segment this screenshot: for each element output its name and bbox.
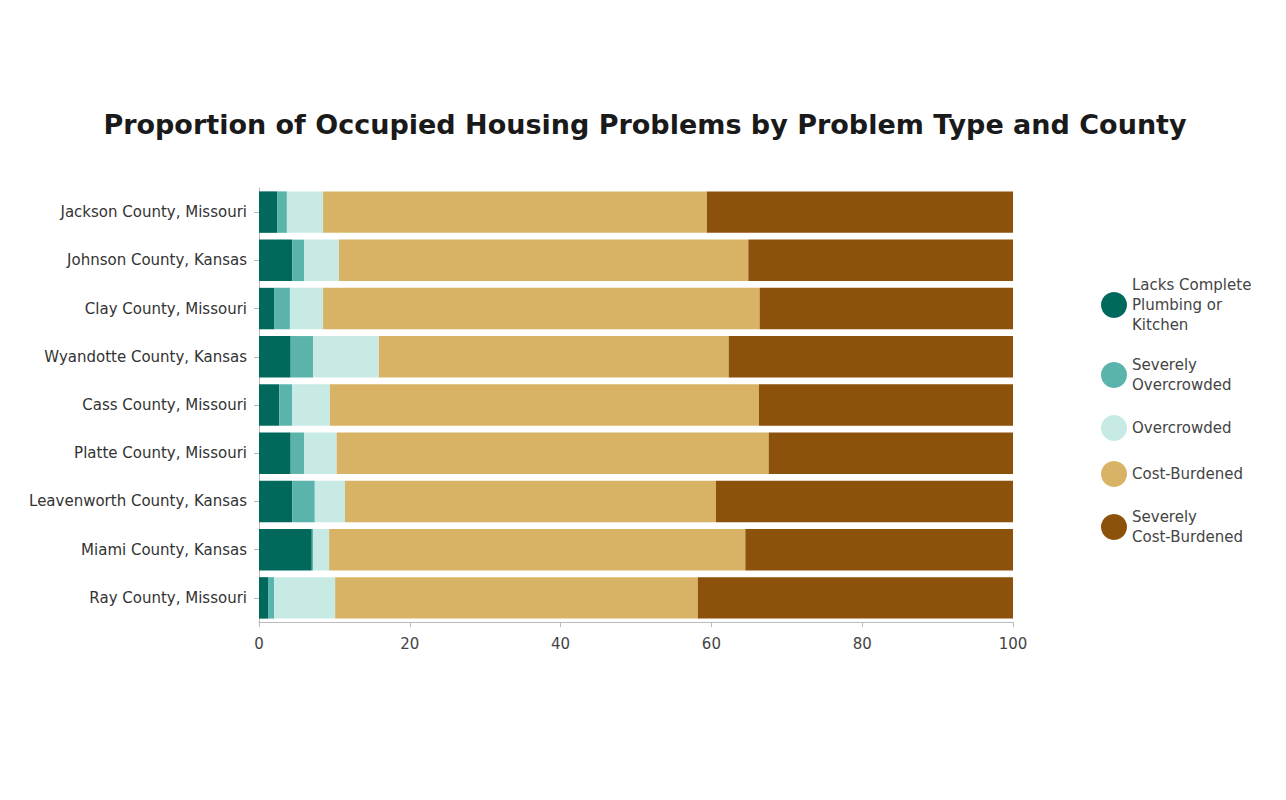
svg-text:Lacks Complete: Lacks Complete bbox=[1132, 276, 1256, 294]
svg-text:0: 0 bbox=[254, 635, 264, 653]
svg-text:Johnson County, Kansas: Johnson County, Kansas bbox=[66, 251, 247, 269]
svg-text:Overcrowded: Overcrowded bbox=[1132, 419, 1232, 437]
svg-text:Leavenworth County, Kansas: Leavenworth County, Kansas bbox=[29, 492, 247, 510]
svg-text:Severely: Severely bbox=[1132, 508, 1202, 526]
svg-text:20: 20 bbox=[400, 635, 419, 653]
svg-text:Severely: Severely bbox=[1132, 356, 1202, 374]
svg-text:Overcrowded: Overcrowded bbox=[1132, 376, 1232, 394]
svg-text:Kitchen: Kitchen bbox=[1132, 316, 1188, 334]
svg-text:Clay County, Missouri: Clay County, Missouri bbox=[85, 300, 247, 318]
svg-text:Miami County, Kansas: Miami County, Kansas bbox=[81, 541, 247, 559]
svg-text:Jackson County, Missouri: Jackson County, Missouri bbox=[59, 203, 247, 221]
svg-text:100: 100 bbox=[999, 635, 1028, 653]
svg-text:Ray County, Missouri: Ray County, Missouri bbox=[89, 589, 247, 607]
svg-text:80: 80 bbox=[853, 635, 872, 653]
svg-text:Wyandotte County, Kansas: Wyandotte County, Kansas bbox=[44, 348, 247, 366]
svg-text:60: 60 bbox=[702, 635, 721, 653]
svg-text:Cost-Burdened: Cost-Burdened bbox=[1132, 528, 1243, 546]
svg-text:Plumbing or: Plumbing or bbox=[1132, 296, 1227, 314]
svg-text:40: 40 bbox=[551, 635, 570, 653]
svg-text:Proportion of Occupied Housing: Proportion of Occupied Housing Problems … bbox=[103, 109, 1187, 140]
svg-text:Cass County, Missouri: Cass County, Missouri bbox=[82, 396, 247, 414]
svg-text:Cost-Burdened: Cost-Burdened bbox=[1132, 465, 1243, 483]
svg-text:Platte County, Missouri: Platte County, Missouri bbox=[74, 444, 247, 462]
